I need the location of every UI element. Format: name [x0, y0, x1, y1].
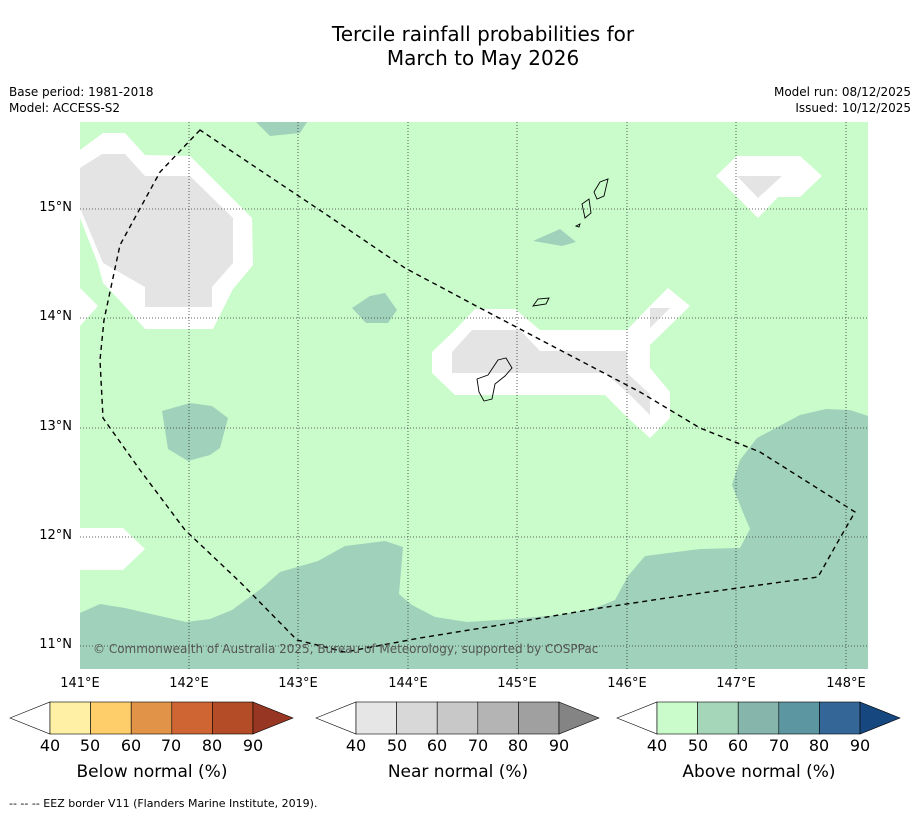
lon-label: 141°E — [60, 676, 100, 691]
cb-tick: 60 — [727, 736, 749, 755]
colorbar-segment — [130, 701, 173, 735]
map-area: © Commonwealth of Australia 2025, Bureau… — [80, 122, 868, 669]
lon-label: 142°E — [169, 676, 209, 691]
colorbar-segment — [396, 701, 438, 735]
title-line-2: March to May 2026 — [386, 46, 580, 70]
cb-tick: 60 — [120, 736, 142, 755]
near-normal-central-grey — [452, 330, 650, 415]
copyright-text: © Commonwealth of Australia 2025, Bureau… — [93, 642, 598, 656]
cb-tick: 50 — [386, 736, 408, 755]
cb-tick: 80 — [808, 736, 830, 755]
lon-label: 144°E — [388, 676, 428, 691]
near-normal-colorbar — [315, 701, 600, 735]
lon-label: 148°E — [826, 676, 866, 691]
colorbar-extend-low — [315, 701, 357, 735]
near-normal-nw-grey — [80, 154, 233, 307]
cb-tick: 80 — [201, 736, 223, 755]
colorbar-extend-low — [9, 701, 51, 735]
base-period: Base period: 1981-2018 — [9, 85, 154, 99]
model-name: Model: ACCESS-S2 — [9, 101, 121, 115]
cb-tick: 40 — [345, 736, 367, 755]
guam-island — [476, 357, 513, 402]
lat-label: 14°N — [39, 309, 72, 324]
above-normal-50-60-central-patch — [352, 293, 397, 323]
tinian-island — [581, 198, 592, 219]
aguijan-islet — [574, 223, 581, 228]
cb-tick: 70 — [160, 736, 182, 755]
saipan-island — [593, 178, 609, 200]
rota-island — [532, 297, 550, 307]
near-normal-ne-grey — [737, 176, 782, 198]
below-normal-title: Below normal (%) — [76, 762, 228, 782]
colorbar-segment — [518, 701, 560, 735]
colorbar-segment — [697, 701, 739, 735]
lon-label: 147°E — [716, 676, 756, 691]
lat-label: 12°N — [39, 528, 72, 543]
colorbar-segment — [212, 701, 254, 735]
cb-tick: 90 — [548, 736, 570, 755]
above-normal-title: Above normal (%) — [682, 762, 836, 782]
meta-right: Model run: 08/12/2025 Issued: 10/12/2025 — [774, 84, 911, 116]
chart-title: Tercile rainfall probabilities for March… — [0, 22, 919, 70]
cb-tick: 40 — [39, 736, 61, 755]
above-normal-50-60-north-patch — [533, 229, 576, 246]
lon-label: 143°E — [278, 676, 318, 691]
cb-tick: 90 — [242, 736, 264, 755]
colorbar-segment — [171, 701, 213, 735]
cb-tick: 50 — [687, 736, 709, 755]
lon-label: 146°E — [607, 676, 647, 691]
colorbar-segment — [355, 701, 397, 735]
title-line-1: Tercile rainfall probabilities for — [331, 22, 635, 46]
colorbar-segment — [656, 701, 698, 735]
cb-tick: 60 — [426, 736, 448, 755]
above-normal-colorbar — [616, 701, 901, 735]
colorbar-extend-low — [616, 701, 658, 735]
cb-tick: 70 — [467, 736, 489, 755]
eez-footer-note: -- -- -- EEZ border V11 (Flanders Marine… — [9, 797, 318, 810]
colorbar-segment — [436, 701, 479, 735]
lat-label: 13°N — [39, 419, 72, 434]
lat-label: 15°N — [39, 200, 72, 215]
colorbar-extend-high — [252, 701, 294, 735]
colorbar-segment — [778, 701, 820, 735]
lon-label: 145°E — [497, 676, 537, 691]
lat-label: 11°N — [39, 637, 72, 652]
colorbar-segment — [90, 701, 132, 735]
cb-tick: 90 — [849, 736, 871, 755]
colorbar-segment — [477, 701, 519, 735]
gridlines — [80, 122, 868, 669]
above-normal-50-60-top-patch — [256, 122, 307, 136]
near-normal-west-white-notch — [80, 288, 98, 326]
cb-tick: 50 — [79, 736, 101, 755]
meta-left: Base period: 1981-2018 Model: ACCESS-S2 — [9, 84, 154, 116]
cb-tick: 40 — [646, 736, 668, 755]
near-normal-title: Near normal (%) — [387, 762, 529, 782]
issued-date: Issued: 10/12/2025 — [795, 101, 911, 115]
cb-tick: 80 — [507, 736, 529, 755]
above-normal-50-60-west-island — [162, 403, 228, 461]
cb-tick: 70 — [768, 736, 790, 755]
model-run: Model run: 08/12/2025 — [773, 85, 911, 99]
colorbar-segment — [737, 701, 780, 735]
colorbar-extend-high — [859, 701, 901, 735]
below-normal-colorbar — [9, 701, 294, 735]
colorbar-segment — [49, 701, 91, 735]
colorbar-segment — [819, 701, 861, 735]
colorbar-extend-high — [558, 701, 600, 735]
near-normal-sw-white — [80, 528, 145, 570]
above-normal-50-60-south-region — [80, 409, 868, 669]
